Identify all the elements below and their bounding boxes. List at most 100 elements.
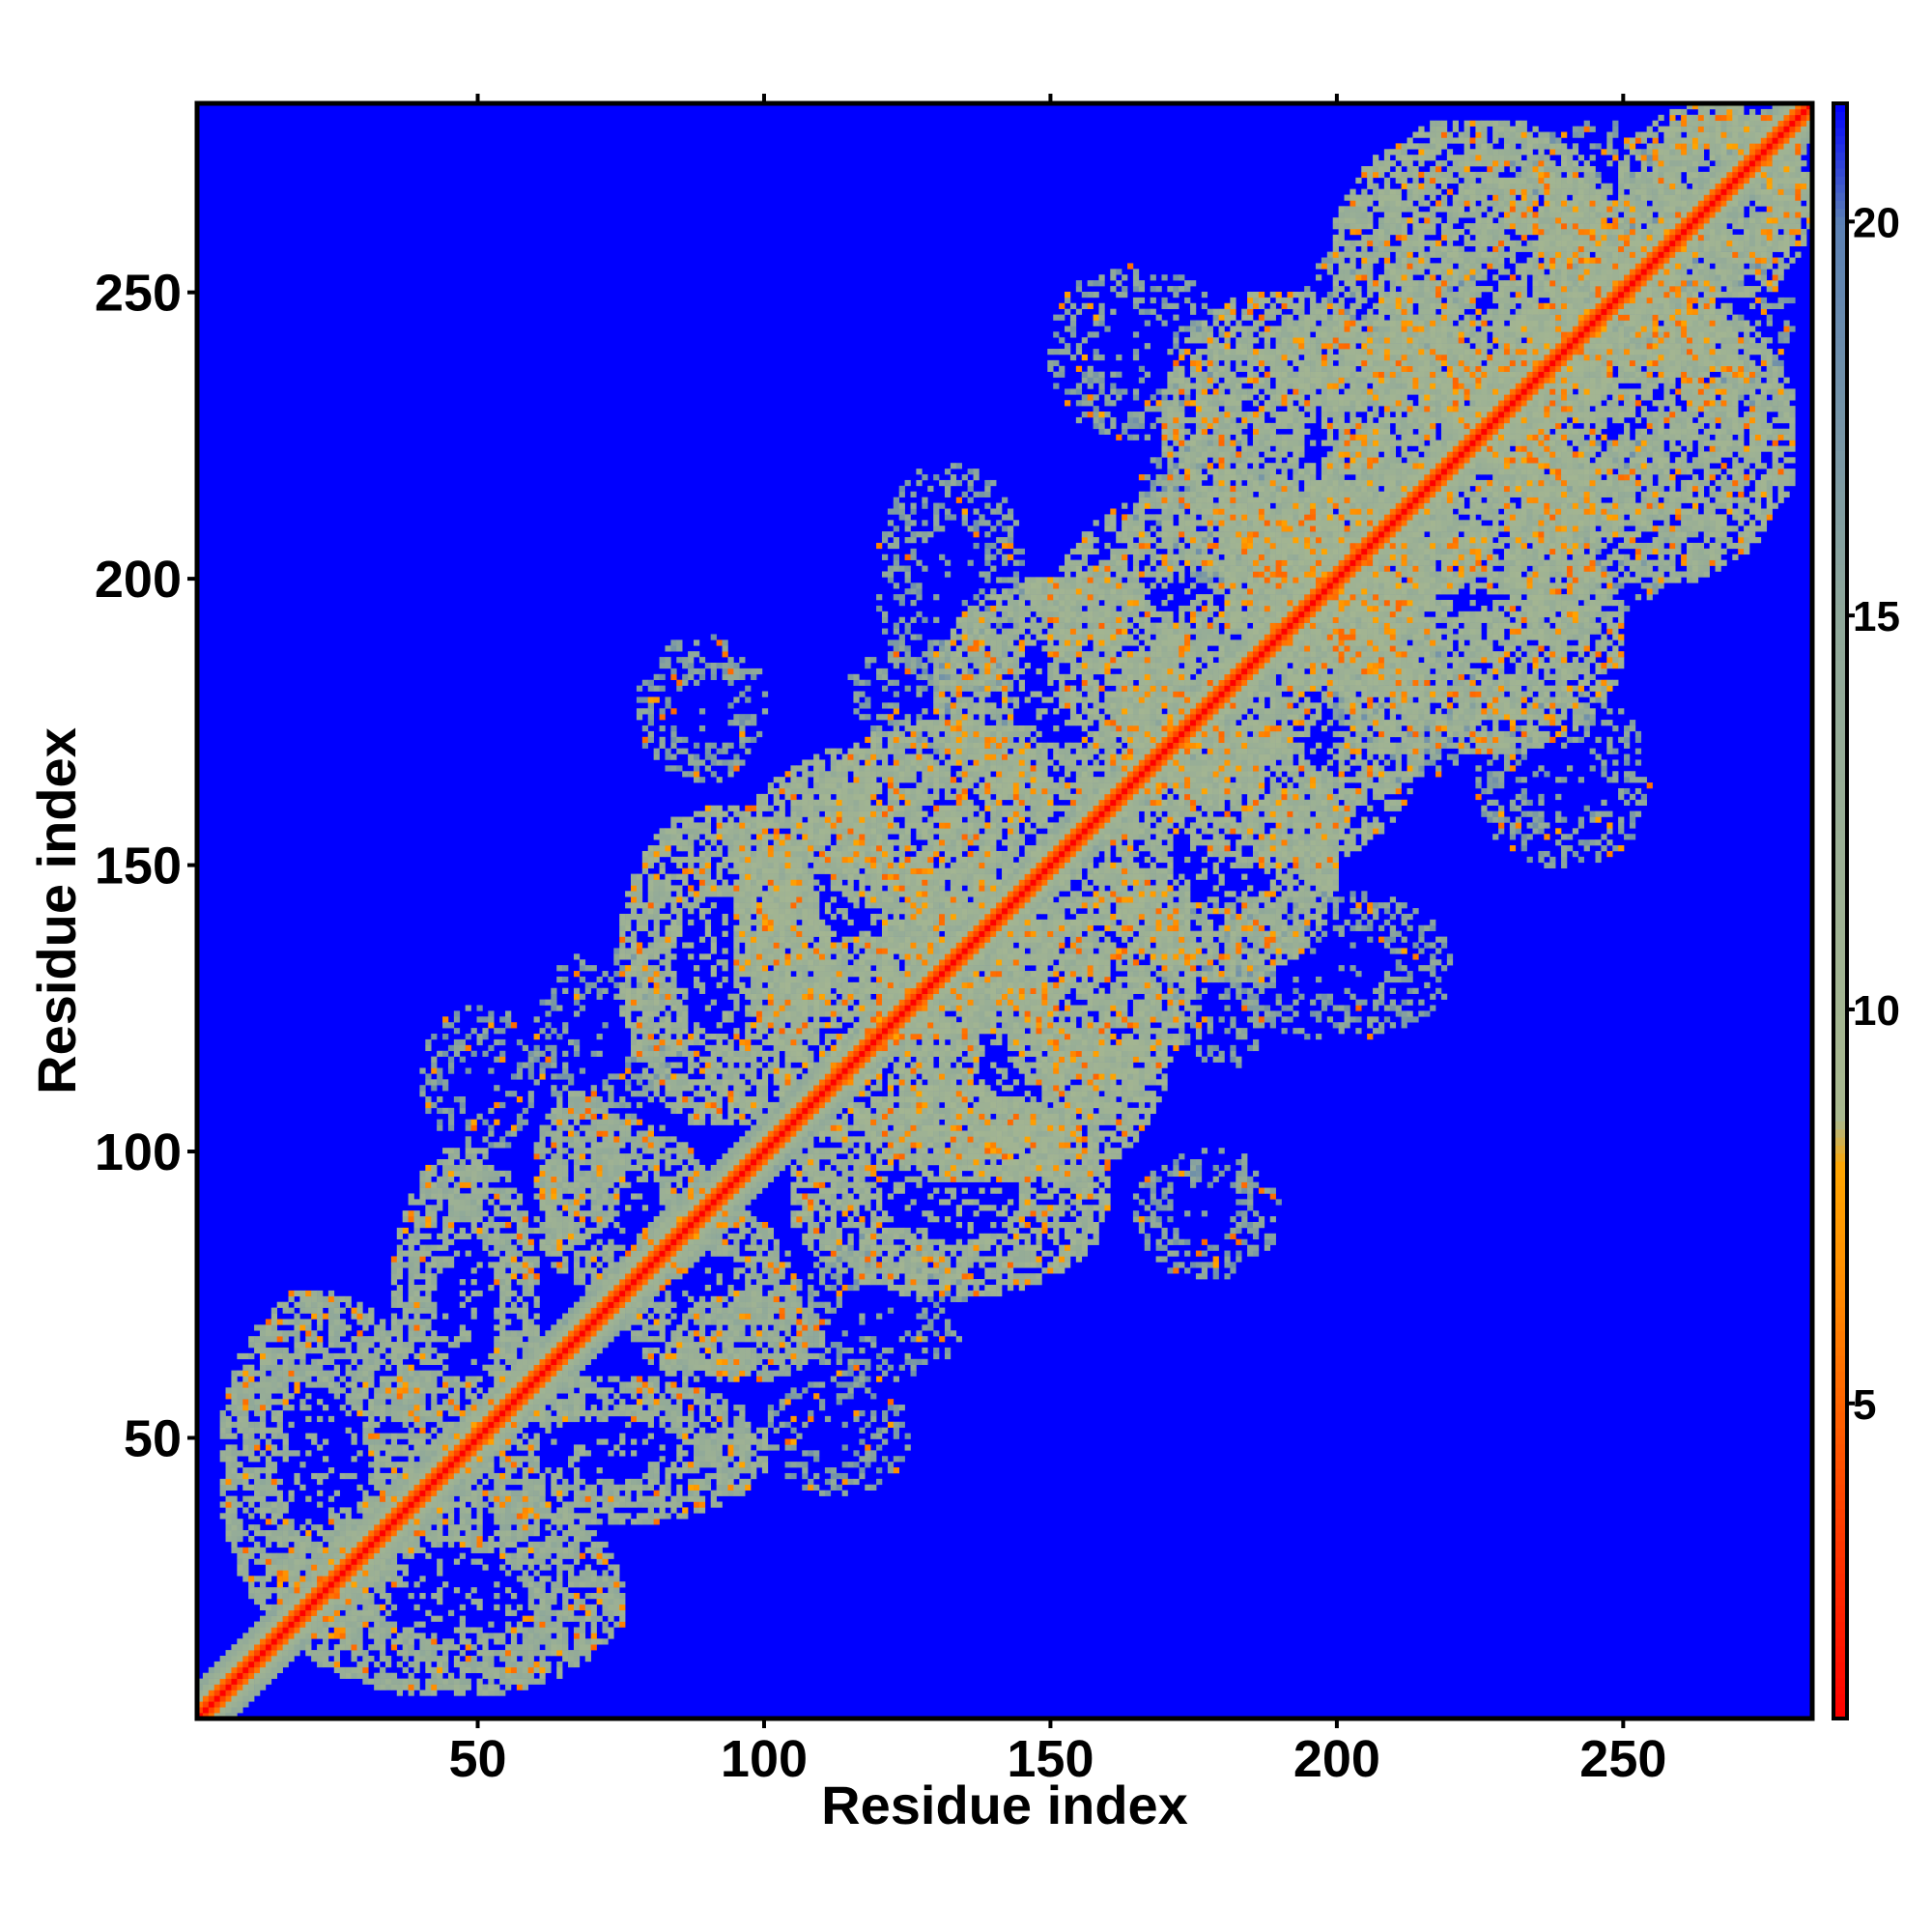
heatmap-cell: [368, 1342, 375, 1349]
heatmap-cell: [522, 1273, 528, 1280]
heatmap-cell: [516, 1672, 524, 1679]
heatmap-cell: [265, 1564, 272, 1571]
heatmap-cell: [551, 1621, 557, 1628]
heatmap-cell: [431, 1444, 438, 1451]
heatmap-cell: [608, 1238, 614, 1245]
heatmap-cell: [665, 1307, 671, 1314]
heatmap-cell: [568, 1399, 575, 1406]
heatmap-cell: [510, 1627, 518, 1634]
heatmap-cell: [254, 1399, 261, 1406]
heatmap-cell: [751, 1301, 757, 1308]
heatmap-cell: [219, 1713, 226, 1719]
heatmap-cell: [796, 1462, 803, 1468]
heatmap-cell: [219, 1690, 226, 1696]
heatmap-cell: [579, 1615, 586, 1622]
heatmap-cell: [579, 1501, 586, 1508]
heatmap-cell: [488, 1415, 495, 1423]
heatmap-cell: [876, 1433, 883, 1439]
heatmap-cell: [670, 1393, 677, 1400]
heatmap-cell: [476, 1484, 483, 1491]
heatmap-cell: [505, 1415, 512, 1423]
heatmap-cell: [602, 1495, 609, 1502]
heatmap-cell: [545, 1376, 552, 1382]
heatmap-cell: [568, 1650, 575, 1657]
heatmap-cell: [1081, 1244, 1088, 1251]
heatmap-cell: [311, 1301, 318, 1308]
heatmap-cell: [419, 1376, 426, 1382]
heatmap-cell: [527, 1581, 534, 1588]
heatmap-cell: [482, 1221, 489, 1229]
heatmap-cell: [602, 1284, 609, 1292]
heatmap-cell: [722, 1456, 728, 1463]
heatmap-cell: [539, 1672, 546, 1679]
heatmap-cell: [419, 1347, 426, 1354]
heatmap-cell: [408, 1376, 414, 1382]
heatmap-cell: [447, 1221, 455, 1229]
heatmap-cell: [505, 1661, 512, 1668]
heatmap-cell: [305, 1638, 312, 1645]
heatmap-cell: [380, 1347, 386, 1354]
heatmap-cell: [573, 1227, 581, 1235]
heatmap-cell: [904, 1330, 911, 1337]
heatmap-cell: [841, 1244, 848, 1251]
heatmap-cell: [447, 1472, 455, 1480]
heatmap-cell: [494, 1604, 500, 1611]
heatmap-cell: [545, 1638, 552, 1645]
heatmap-cell: [248, 1581, 255, 1588]
heatmap-cell: [916, 1250, 923, 1257]
heatmap-cell: [499, 1462, 506, 1468]
heatmap-cell: [818, 1233, 826, 1240]
heatmap-cell: [259, 1484, 267, 1491]
heatmap-cell: [665, 1262, 671, 1268]
heatmap-cell: [413, 1450, 420, 1457]
heatmap-cell: [327, 1358, 335, 1365]
heatmap-cell: [698, 1433, 706, 1439]
heatmap-cell: [470, 1307, 477, 1314]
heatmap-cell: [813, 1336, 820, 1343]
heatmap-cell: [419, 1456, 426, 1463]
heatmap-cell: [317, 1381, 324, 1388]
heatmap-cell: [522, 1324, 528, 1331]
heatmap-cell: [254, 1672, 261, 1679]
heatmap-cell: [413, 1547, 420, 1553]
heatmap-cell: [505, 1244, 512, 1251]
heatmap-cell: [254, 1456, 261, 1463]
heatmap-cell: [390, 1495, 398, 1502]
heatmap-cell: [202, 1695, 210, 1702]
heatmap-cell: [1065, 1244, 1071, 1251]
heatmap-cell: [527, 1330, 534, 1337]
heatmap-cell: [579, 1250, 586, 1257]
heatmap-cell: [213, 1672, 220, 1679]
heatmap-cell: [562, 1352, 569, 1360]
heatmap-cell: [425, 1262, 432, 1268]
heatmap-cell: [694, 1450, 700, 1457]
heatmap-cell: [756, 1330, 763, 1337]
heatmap-cell: [716, 1324, 723, 1331]
heatmap-cell: [282, 1507, 289, 1514]
heatmap-cell: [710, 1227, 717, 1235]
heatmap-cell: [688, 1336, 695, 1343]
heatmap-cell: [533, 1633, 540, 1639]
heatmap-cell: [384, 1576, 392, 1582]
heatmap-cell: [784, 1295, 791, 1303]
heatmap-cell: [425, 1221, 432, 1229]
heatmap-cell: [590, 1387, 597, 1394]
heatmap-cell: [722, 1438, 728, 1445]
heatmap-cell: [425, 1233, 432, 1240]
heatmap-cell: [390, 1513, 398, 1520]
heatmap-cell: [447, 1405, 455, 1411]
heatmap-cell: [710, 1433, 717, 1439]
heatmap-cell: [573, 1472, 581, 1480]
heatmap-cell: [476, 1427, 483, 1434]
heatmap-cell: [516, 1405, 524, 1411]
heatmap-cell: [556, 1244, 563, 1251]
heatmap-cell: [659, 1336, 666, 1343]
heatmap-cell: [590, 1615, 597, 1622]
heatmap-cell: [437, 1678, 443, 1685]
heatmap-cell: [231, 1484, 238, 1491]
heatmap-cell: [910, 1370, 917, 1377]
heatmap-cell: [698, 1301, 706, 1308]
heatmap-cell: [294, 1638, 300, 1645]
heatmap-cell: [961, 1295, 968, 1303]
heatmap-cell: [453, 1535, 461, 1543]
